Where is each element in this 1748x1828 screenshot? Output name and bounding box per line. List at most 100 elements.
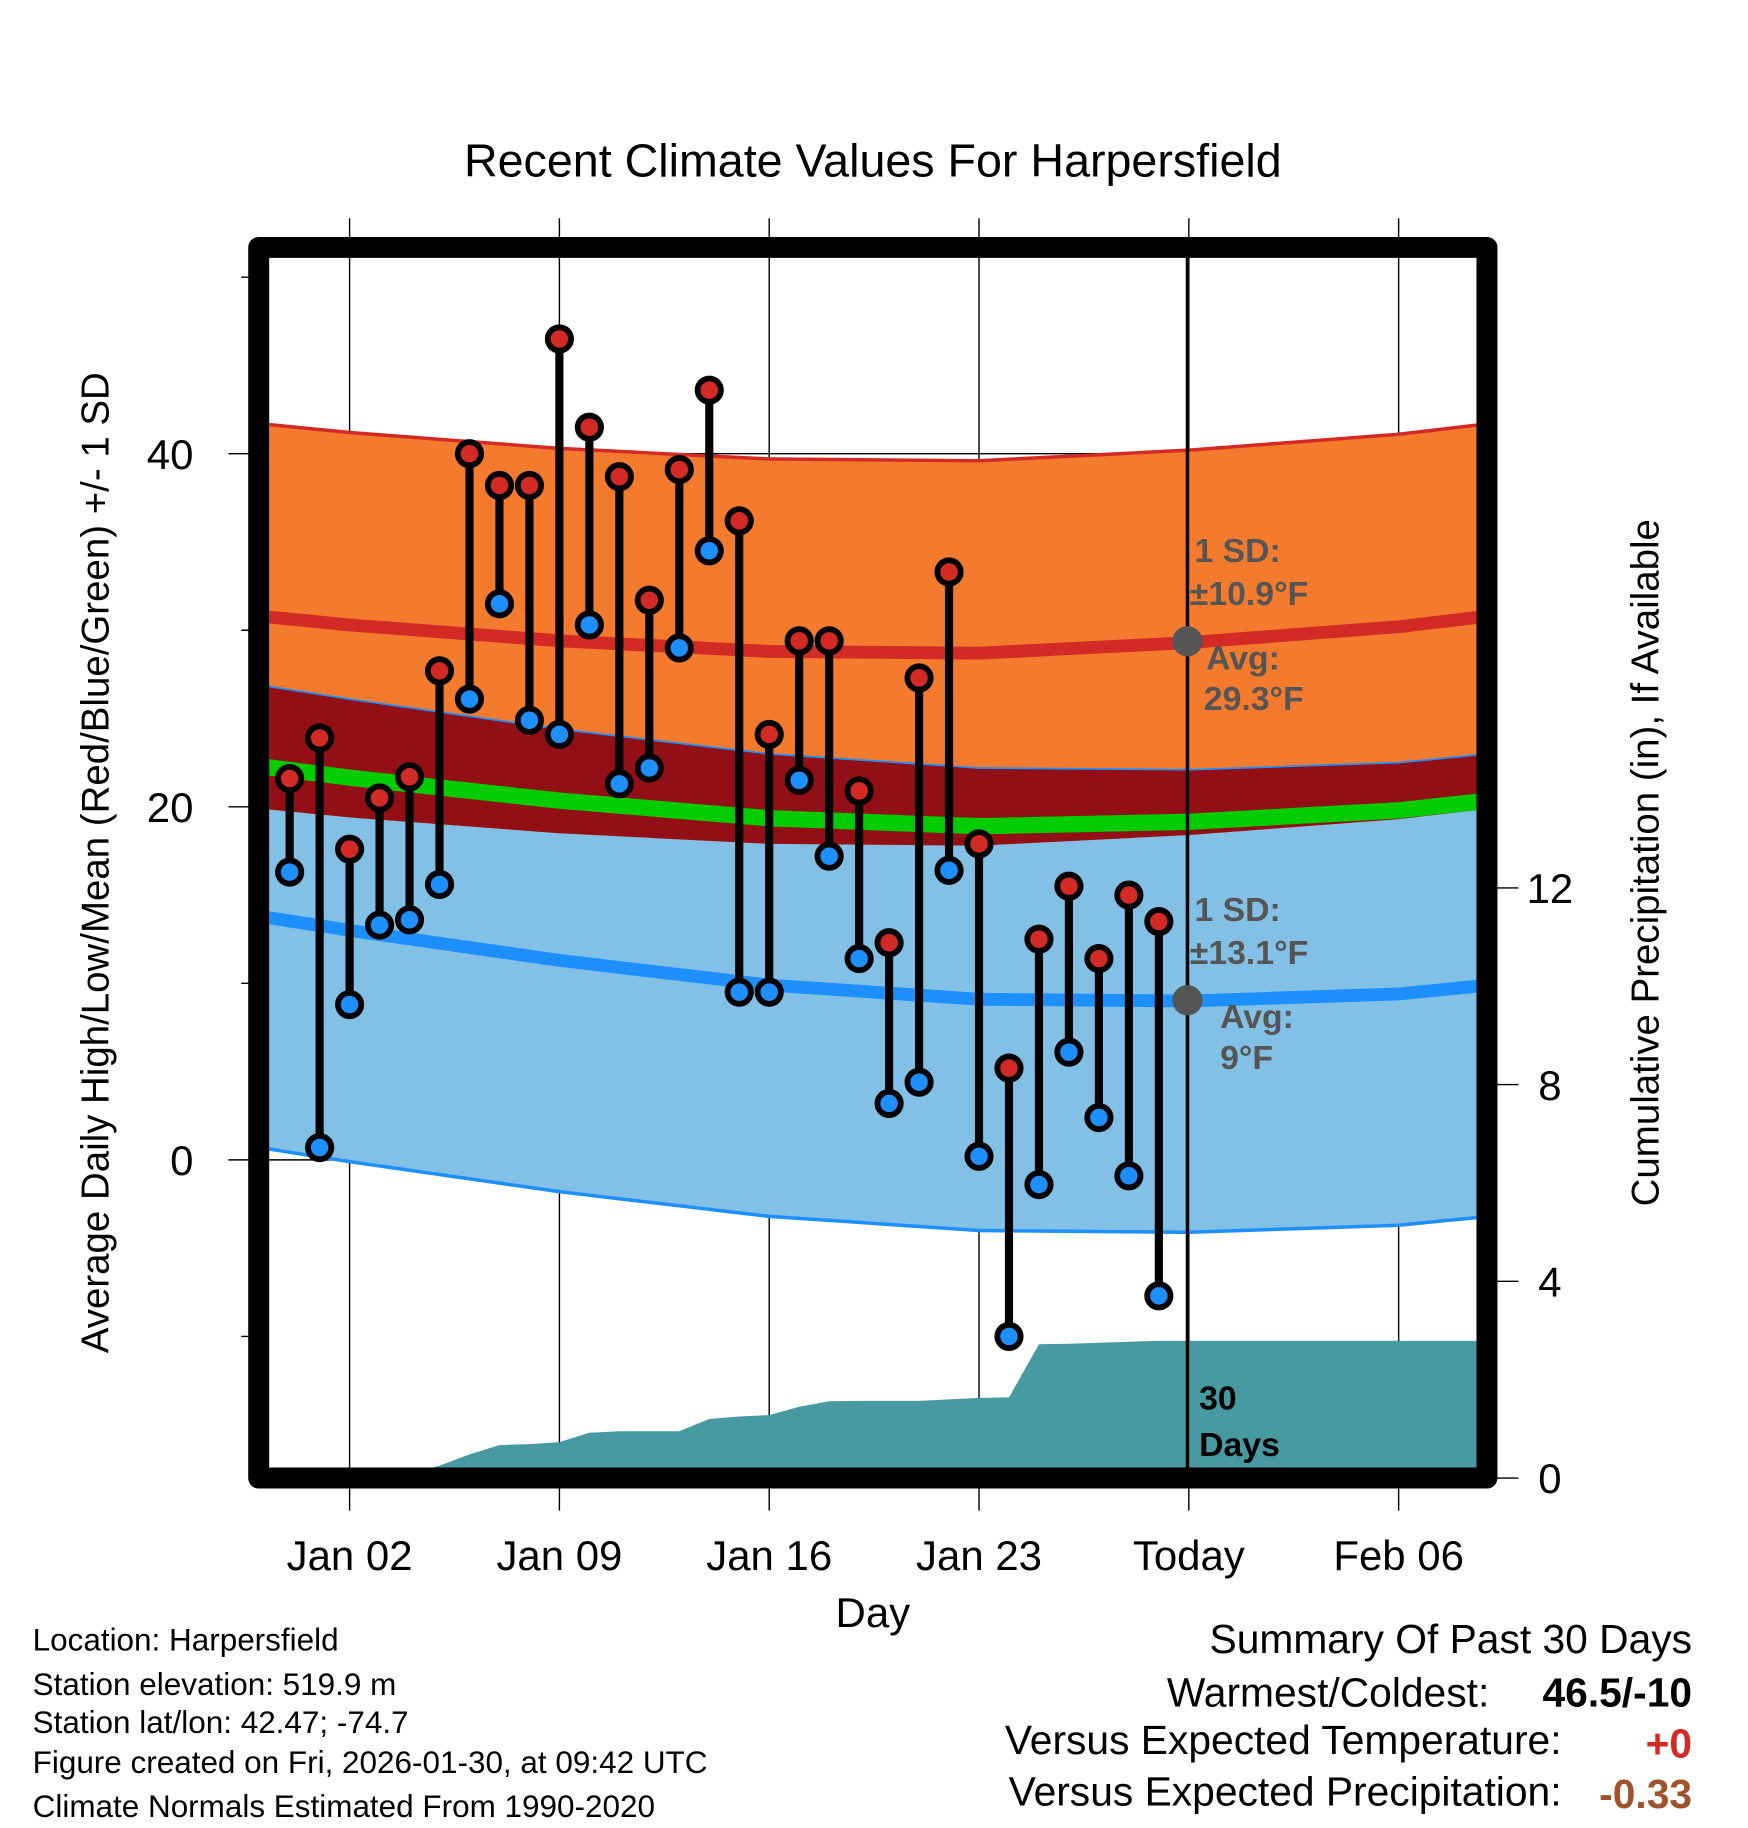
x-tick-label: Today [1133,1532,1245,1579]
y-axis-label: Average Daily High/Low/Mean (Red/Blue/Gr… [74,372,117,1353]
high-sd-value: ±10.9°F [1190,575,1308,613]
daily-low-point [335,989,365,1020]
daily-high-point [544,324,574,354]
daily-high-point [394,762,425,792]
daily-low-point [1054,1037,1084,1067]
footer-normals: Climate Normals Estimated From 1990-2020 [33,1789,655,1824]
daily-low-point [365,910,395,940]
y-tick-label: 20 [147,784,194,831]
daily-high-point [784,626,814,656]
daily-low-point [814,841,844,871]
daily-low-point [874,1088,904,1118]
footer-elevation: Station elevation: 519.9 m [33,1667,397,1702]
mean-line [269,759,1478,835]
daily-high-point [1084,944,1114,974]
summary-temp-label: Versus Expected Temperature: [1005,1717,1562,1763]
normals-bands [269,422,1478,1235]
summary-temp-value: +0 [1646,1721,1692,1767]
daily-high-point [454,439,485,469]
high-avg-label: Avg: [1206,639,1280,677]
footer-created: Figure created on Fri, 2026-01-30, at 09… [33,1745,708,1780]
axes: Jan 02 Jan 09 Jan 16 Jan 23 Today Feb 0602040… [147,276,1574,1579]
daily-high-point [814,626,844,656]
daily-low-point [604,769,634,799]
period-unit: Days [1199,1426,1280,1464]
daily-high-point [574,412,604,442]
daily-low-point [1144,1281,1174,1311]
avg-high-line [269,610,1478,660]
daily-low-point [784,765,814,795]
daily-low-point [904,1067,934,1097]
daily-high-point [1114,880,1144,910]
x-axis-label: Day [836,1589,911,1636]
low-sd-upper-edge [269,685,1478,771]
daily-low-point [1114,1161,1144,1191]
y-tick-label: 40 [147,431,194,478]
low-sd-lower-edge [269,1147,1478,1235]
y2-tick-label: 0 [1538,1455,1561,1502]
daily-high-point [1144,906,1174,937]
summary-warmest-value: 46.5/-10 [1542,1669,1692,1715]
precip-area [427,1340,1478,1469]
daily-low-point [754,977,784,1007]
daily-high-point [514,470,545,501]
plot-frame [248,236,1498,1489]
daily-high-point [964,829,994,859]
daily-low-point [1084,1102,1114,1133]
daily-high-point [724,506,754,536]
daily-high-point [694,375,724,405]
daily-low-point [964,1141,994,1171]
daily-low-point [544,719,574,749]
daily-high-point [904,663,934,693]
daily-low-point [574,610,604,640]
low-avg-label: Avg: [1220,998,1294,1036]
daily-high-point [604,462,634,492]
footer-location: Location: Harpersfield [33,1622,339,1657]
low-sd-label: 1 SD: [1194,891,1280,929]
period-number: 30 [1199,1379,1237,1417]
summary-warmest-label: Warmest/Coldest: [1167,1669,1489,1715]
daily-temperature-marks [275,324,1174,1351]
low-sd-value: ±13.1°F [1190,934,1308,972]
x-tick-label: Jan 09 [496,1532,622,1579]
daily-high-point [424,656,455,686]
daily-low-point [664,633,694,663]
chart-title: Recent Climate Values For Harpersfield [464,134,1282,186]
footer-latlon: Station lat/lon: 42.47; -74.7 [33,1705,409,1740]
y2-tick-label: 8 [1538,1062,1561,1109]
x-tick-label: Jan 23 [916,1532,1042,1579]
avg-low-marker [1172,985,1203,1016]
x-tick-label: Feb 06 [1333,1532,1464,1579]
daily-low-point [994,1321,1024,1351]
daily-high-point [754,719,784,749]
daily-low-point [305,1132,335,1163]
daily-high-point [305,723,335,753]
daily-low-point [724,977,754,1007]
summary-precip-value: -0.33 [1599,1771,1692,1817]
y2-tick-label: 12 [1527,865,1574,912]
daily-low-point [694,536,724,566]
low-avg-value: 9°F [1220,1039,1273,1077]
x-tick-label: Jan 02 [287,1532,413,1579]
daily-high-point [484,470,515,501]
daily-low-point [634,753,664,783]
daily-low-point [934,855,964,885]
daily-low-point [275,857,305,887]
daily-high-point [275,763,305,794]
daily-high-point [664,455,694,485]
daily-high-point [365,783,395,813]
daily-low-point [844,944,874,974]
daily-high-point [1024,924,1054,954]
y-tick-label: 0 [170,1137,193,1184]
daily-low-point [424,869,455,900]
daily-high-point [874,928,904,958]
daily-low-point [514,705,545,735]
daily-low-point [1024,1170,1054,1200]
daily-high-point [934,557,964,587]
daily-low-point [394,905,425,935]
avg-high-marker [1172,626,1203,657]
y2-tick-label: 4 [1538,1258,1561,1305]
high-avg-value: 29.3°F [1204,680,1304,718]
daily-high-point [335,834,365,864]
